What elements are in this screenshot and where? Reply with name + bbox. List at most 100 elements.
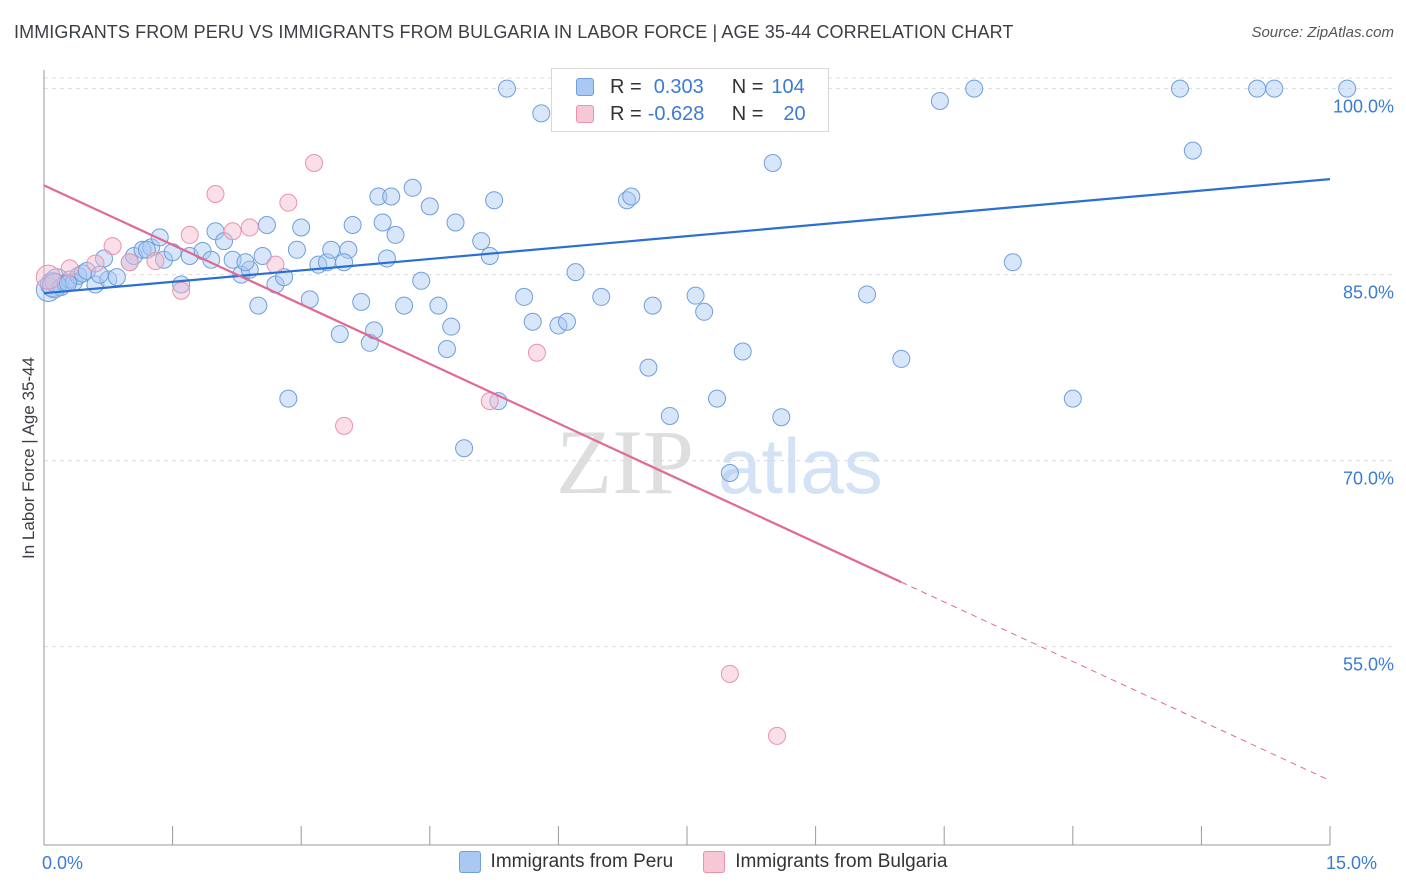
peru-point [1003,253,1022,272]
bulgaria-point [35,264,61,290]
y-tick-label: 85.0% [1343,283,1394,303]
peru-point [373,213,392,232]
peru-point [858,285,877,304]
peru-legend-label: Immigrants from Peru [490,851,674,872]
peru-point [429,296,448,315]
peru-point [733,342,752,361]
bulgaria-point [103,237,122,256]
bulgaria-r-value: -0.628 [647,102,705,125]
peru-point [377,249,396,268]
bulgaria-n-value: 20 [783,102,806,125]
peru-point [660,406,679,425]
bulgaria-swatch [576,105,594,123]
bulgaria-point [86,254,105,273]
legend-row-peru: R = 0.303 N = 104 [576,73,805,101]
bulgaria-point [720,664,739,683]
peru-point [90,265,109,284]
peru-point [566,263,585,282]
peru-point [497,79,516,98]
peru-points [35,79,1357,482]
x-tick-min: 0.0% [42,853,83,873]
watermark-zip: ZIP [556,411,694,513]
axes [43,70,1331,846]
bulgaria-n-label: N = [731,102,764,125]
bulgaria-legend-swatch [703,851,726,873]
peru-point [643,296,662,315]
bottom-legend: Immigrants from Peru Immigrants from Bul… [0,851,1406,873]
peru-trend-line [43,178,1331,295]
bulgaria-point [305,154,324,172]
peru-point [455,439,474,458]
peru-point [772,408,791,427]
y-tick-labels: 100.0% 85.0% 70.0% 55.0% [1333,97,1394,675]
legend: R = 0.303 N = 104 R = -0.628 N = 20 [551,68,829,132]
bulgaria-point [60,259,79,278]
peru-point [386,225,405,244]
peru-point [249,296,268,315]
peru-point [763,154,782,172]
peru-point [549,316,568,335]
bulgaria-point [172,281,191,300]
bottom-legend-peru: Immigrants from Peru [458,851,674,873]
y-axis-label: In Labor Force | Age 35-44 [19,357,38,559]
peru-point [446,213,465,232]
peru-point [150,228,169,247]
watermark: ZIP atlas [556,411,883,513]
peru-r-label: R = [610,75,642,98]
peru-point [352,292,371,311]
peru-point [403,178,422,197]
peru-point [59,274,78,293]
peru-point [639,358,658,377]
peru-point [686,286,705,305]
legend-row-bulgaria: R = -0.628 N = 20 [576,100,806,128]
peru-point [485,191,504,210]
peru-r-value: 0.303 [653,75,704,98]
source-label: Source: ZipAtlas.com [1251,24,1394,41]
peru-point [523,312,542,331]
x-tick-max: 15.0% [1326,853,1377,873]
y-tick-label: 100.0% [1333,97,1394,117]
peru-point [892,349,911,368]
peru-point [395,296,414,315]
y-tick-label: 70.0% [1343,469,1394,489]
peru-point [557,312,576,331]
y-tick-label: 55.0% [1343,655,1394,675]
peru-point [236,253,255,272]
trend-lines [43,178,1331,781]
peru-point [1170,79,1189,98]
peru-point [1183,141,1202,160]
peru-n-label: N = [731,75,764,98]
peru-point [257,216,276,234]
peru-point [107,268,126,287]
peru-point [480,247,499,265]
peru-point [287,240,306,259]
peru-point [965,79,984,98]
chart-title: IMMIGRANTS FROM PERU VS IMMIGRANTS FROM … [14,22,1014,42]
peru-point [369,187,388,206]
bulgaria-point [146,251,165,270]
bulgaria-point [768,726,787,745]
watermark-atlas: atlas [718,422,883,510]
peru-point [330,325,349,344]
peru-point [420,197,439,216]
peru-legend-swatch [458,851,481,873]
bulgaria-trend-extension [901,581,1331,781]
bulgaria-point [527,343,546,362]
peru-point [1338,79,1357,98]
peru-point [1248,79,1267,98]
bulgaria-legend-label: Immigrants from Bulgaria [735,851,948,872]
bulgaria-point [180,225,199,244]
peru-point [322,240,341,259]
bulgaria-point [223,222,242,241]
bulgaria-point [335,416,354,435]
peru-point [1265,79,1284,98]
grid-lines [44,77,1394,648]
peru-point [279,389,298,408]
peru-point [720,464,739,482]
bulgaria-point [206,185,225,203]
peru-point [708,389,727,408]
bulgaria-point [279,193,298,212]
peru-n-value: 104 [771,75,805,98]
bulgaria-r-label: R = [610,102,642,125]
peru-point [412,271,431,290]
